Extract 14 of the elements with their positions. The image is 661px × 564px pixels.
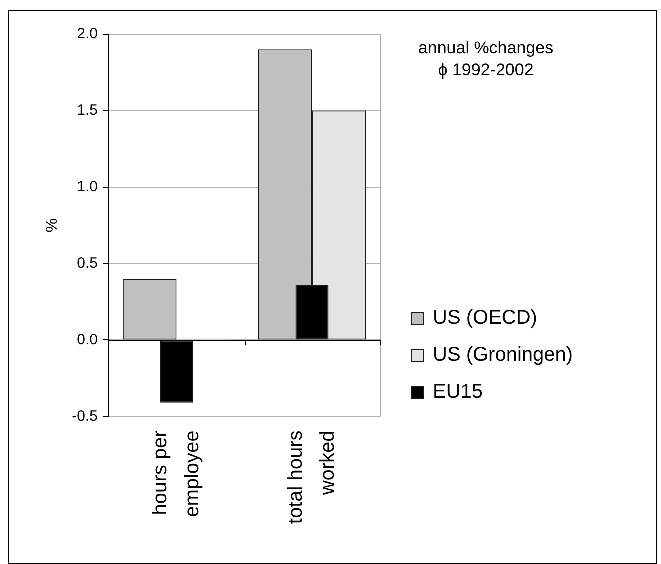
legend-label: US (OECD) — [433, 307, 538, 330]
x-tick-label: total hours worked — [284, 430, 339, 524]
y-tick-label: 2.0 — [77, 25, 98, 42]
text: annual %changes — [418, 38, 554, 58]
y-tick-label: 0.0 — [77, 331, 98, 348]
y-tick-label: 1.0 — [77, 178, 98, 196]
y-axis-title: % — [44, 218, 62, 233]
x-tick-label: hours per employee — [149, 430, 204, 518]
text: ϕ 1992-2002 — [438, 60, 534, 80]
legend-label: EU15 — [433, 381, 484, 404]
legend-label: US (Groningen) — [433, 344, 574, 367]
y-tick-label: -0.5 — [72, 408, 98, 425]
y-tick-label: 0.5 — [77, 254, 98, 272]
y-tick-label: 1.5 — [77, 102, 98, 119]
